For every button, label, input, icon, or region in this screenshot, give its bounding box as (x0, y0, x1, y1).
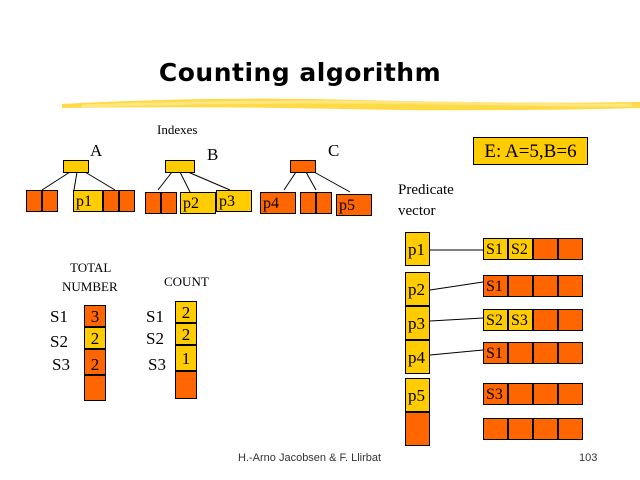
subscription-cell-empty (558, 275, 583, 297)
tree-a-p1-leaf: p1 (73, 190, 103, 212)
predicate-vector-p4: p4 (405, 340, 430, 374)
tree-c-root (290, 160, 316, 173)
subscription-cell-empty (533, 309, 558, 331)
tree-c-p5-leaf: p5 (336, 194, 372, 216)
tree-c-p4-leaf: p4 (260, 192, 296, 214)
tree-b-p2-leaf: p2 (180, 192, 216, 214)
subscription-cell-empty (558, 418, 583, 440)
tree-b-leaf (161, 192, 177, 214)
subscription-cell-empty (533, 238, 558, 260)
total-row-label: S3 (52, 355, 70, 374)
subscription-list-p1: S1 S2 (483, 238, 583, 260)
subscription-cell-empty (558, 238, 583, 260)
count-value-cell: 1 (175, 345, 197, 371)
predicate-vector-p5: p5 (405, 378, 430, 412)
subscription-cell-empty (558, 342, 583, 364)
total-number-label-line1: TOTAL (70, 260, 112, 275)
count-row-label: S2 (146, 329, 164, 348)
subscription-cell: S1 (483, 238, 508, 260)
predicate-vector-empty-slot (405, 412, 430, 446)
slide-title: Counting algorithm (158, 58, 442, 87)
tree-a-leaf (119, 190, 135, 212)
subscription-list-p5: S3 (483, 383, 583, 405)
event-box: E: A=5,B=6 (473, 137, 588, 165)
subscription-cell: S2 (508, 238, 533, 260)
subscription-list-empty (483, 418, 583, 440)
subscription-list-p3: S2 S3 (483, 309, 583, 331)
count-value-cell: 2 (175, 323, 197, 345)
count-value-cell: 2 (175, 301, 197, 323)
tree-a-leaf (42, 190, 58, 212)
tree-c-leaf (300, 192, 316, 214)
tree-b-p3-leaf: p3 (216, 190, 252, 212)
footer-author: H.-Arno Jacobsen & F. Llirbat (238, 452, 382, 464)
subscription-cell-empty (533, 342, 558, 364)
subscription-cell: S3 (483, 383, 508, 405)
tree-b-root (165, 160, 195, 173)
subscription-cell-empty (508, 275, 533, 297)
predicate-vector-label-line1: Predicate (398, 182, 454, 198)
count-label: COUNT (164, 274, 209, 289)
subscription-list-p4: S1 (483, 342, 583, 364)
tree-b-leaf (145, 192, 161, 214)
tree-a-label: A (90, 141, 103, 160)
subscription-cell: S1 (483, 342, 508, 364)
title-underline-stroke (62, 98, 640, 111)
subscription-cell-empty (508, 418, 533, 440)
subscription-cell-empty (533, 383, 558, 405)
tree-a-leaf (26, 190, 42, 212)
count-row-label: S3 (148, 355, 166, 374)
predicate-vector-label-line2: vector (398, 203, 436, 219)
total-value-cell: 2 (84, 327, 106, 349)
predicate-vector-p2: p2 (405, 272, 430, 306)
indexes-label: Indexes (157, 122, 198, 137)
subscription-cell-empty (508, 383, 533, 405)
subscription-list-p2: S1 (483, 275, 583, 297)
tree-b-label: B (207, 145, 219, 164)
predicate-vector-p1: p1 (405, 232, 430, 266)
subscription-cell: S2 (483, 309, 508, 331)
total-row-label: S1 (50, 307, 68, 326)
subscription-cell: S1 (483, 275, 508, 297)
tree-a-root (63, 160, 89, 173)
tree-c-label: C (328, 141, 340, 160)
page-number: 103 (579, 452, 598, 464)
tree-c-leaf (316, 192, 332, 214)
total-number-label-line2: NUMBER (62, 279, 118, 294)
subscription-cell-empty (533, 418, 558, 440)
subscription-cell-empty (558, 309, 583, 331)
total-empty-cell (84, 375, 106, 401)
tree-a-leaf (103, 190, 119, 212)
total-row-label: S2 (50, 332, 68, 351)
total-value-cell: 2 (84, 349, 106, 375)
subscription-cell-empty (483, 418, 508, 440)
subscription-cell-empty (508, 342, 533, 364)
predicate-vector-p3: p3 (405, 306, 430, 340)
count-empty-cell (175, 371, 197, 399)
subscription-cell-empty (533, 275, 558, 297)
count-row-label: S1 (146, 307, 164, 326)
subscription-cell-empty (558, 383, 583, 405)
total-value-cell: 3 (84, 305, 106, 327)
subscription-cell: S3 (508, 309, 533, 331)
